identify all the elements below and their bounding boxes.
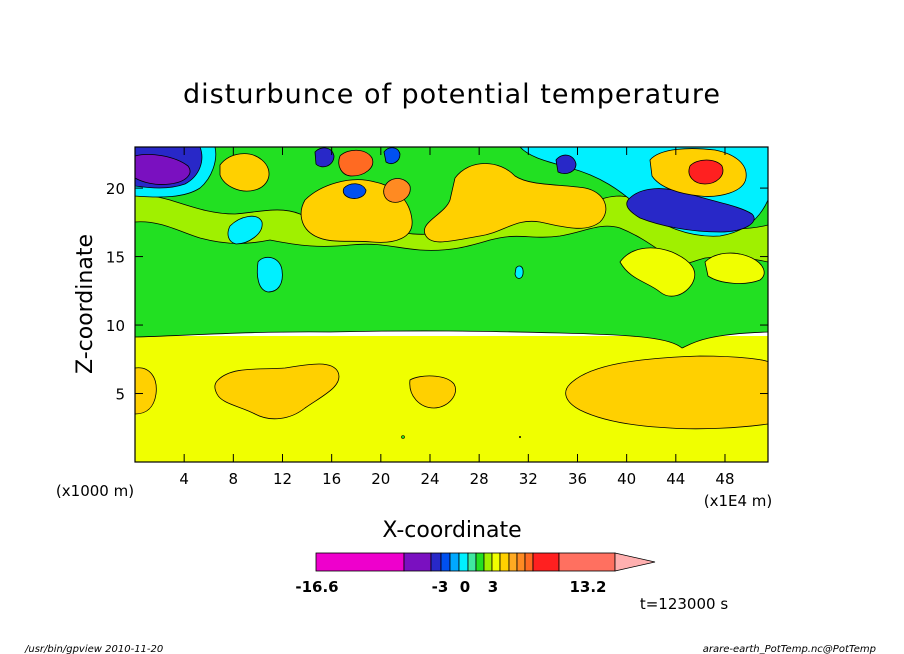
colorbar-swatch (558, 552, 616, 572)
colorbar-swatch (483, 552, 493, 572)
x-tick-label: 12 (273, 470, 292, 488)
colorbar-swatch (430, 552, 442, 572)
y-axis-ticks: 5 10 15 20 (106, 180, 768, 404)
x-tick-label: 4 (179, 470, 189, 488)
upper-orange-zone-right (424, 163, 607, 243)
x-axis-ticks: 4 8 12 16 20 24 28 32 36 40 44 48 (179, 147, 735, 488)
chart-title: disturbunce of potential temperature (183, 79, 721, 110)
warm-core-center-b (383, 178, 411, 203)
y-tick-label: 5 (115, 386, 125, 404)
upper-yellow-pocket-far-right (704, 252, 765, 284)
colorbar-max-arrow (614, 552, 656, 572)
cold-spot-center (342, 183, 367, 199)
tiny-mark-a (401, 435, 405, 439)
colorbar-max-label: 13.2 (569, 578, 606, 596)
upper-yellow-pocket-right (619, 247, 696, 297)
y-tick-label: 15 (106, 249, 125, 267)
colorbar-swatch (403, 552, 432, 572)
x-tick-label: 8 (229, 470, 239, 488)
y-tick-label: 10 (106, 317, 125, 335)
cold-spot-upper-mid (314, 147, 335, 168)
lower-orange-blob-left (135, 367, 157, 415)
colorbar-swatch (499, 552, 510, 572)
plot-frame (134, 146, 769, 463)
upper-orange-zone-left (219, 153, 270, 192)
colorbar-swatch (475, 552, 485, 572)
x-tick-label: 44 (666, 470, 685, 488)
cold-core-upper-left (135, 154, 191, 185)
colorbar-swatch (508, 552, 518, 572)
x-tick-label: 28 (470, 470, 489, 488)
x-axis-label: X-coordinate (382, 518, 521, 543)
colorbar-swatch (524, 552, 534, 572)
warm-core-right (688, 159, 724, 185)
warm-core-center-a (338, 149, 374, 177)
x-tick-label: 24 (420, 470, 439, 488)
cyan-spot-mid-low (256, 256, 283, 293)
x-unit-right: (x1E4 m) (704, 492, 773, 510)
source-stamp: arare-earth_PotTemp.nc@PotTemp (703, 644, 876, 654)
colorbar-min-label: -16.6 (295, 578, 338, 596)
contour-field (135, 147, 768, 462)
colorbar-swatch (516, 552, 526, 572)
cyan-spot-left (227, 215, 263, 245)
colorbar-mid-label-a: -3 (432, 578, 449, 596)
colorbar-mid-label-c: 3 (488, 578, 498, 596)
x-tick-label: 36 (568, 470, 587, 488)
x-tick-label: 16 (322, 470, 341, 488)
tiny-mark-b (519, 436, 521, 438)
cold-spot-upper-mid-2 (383, 147, 401, 164)
y-tick-label: 20 (106, 180, 125, 198)
x-unit-left: (x1000 m) (56, 482, 134, 500)
colorbar-swatch (315, 552, 405, 572)
time-label: t=123000 s (640, 595, 728, 613)
program-stamp: /usr/bin/gpview 2010-11-20 (24, 644, 163, 654)
cold-spot-right-small (555, 154, 577, 174)
x-tick-label: 32 (519, 470, 538, 488)
colorbar-swatch (449, 552, 460, 572)
colorbar-mid-label-b: 0 (460, 578, 470, 596)
y-axis-label: Z-coordinate (73, 234, 98, 374)
cyan-spot-tiny (514, 265, 524, 279)
x-tick-label: 40 (617, 470, 636, 488)
x-tick-label: 48 (715, 470, 734, 488)
colorbar-swatch (440, 552, 451, 572)
lower-orange-blob-right (565, 355, 768, 430)
lower-orange-blob-center-left (214, 363, 340, 420)
lower-orange-blob-center (409, 375, 456, 409)
colorbar-swatch (532, 552, 560, 572)
x-tick-label: 20 (371, 470, 390, 488)
colorbar-swatch (458, 552, 469, 572)
colorbar (315, 552, 656, 572)
colorbar-swatch (491, 552, 501, 572)
colorbar-swatch (467, 552, 477, 572)
